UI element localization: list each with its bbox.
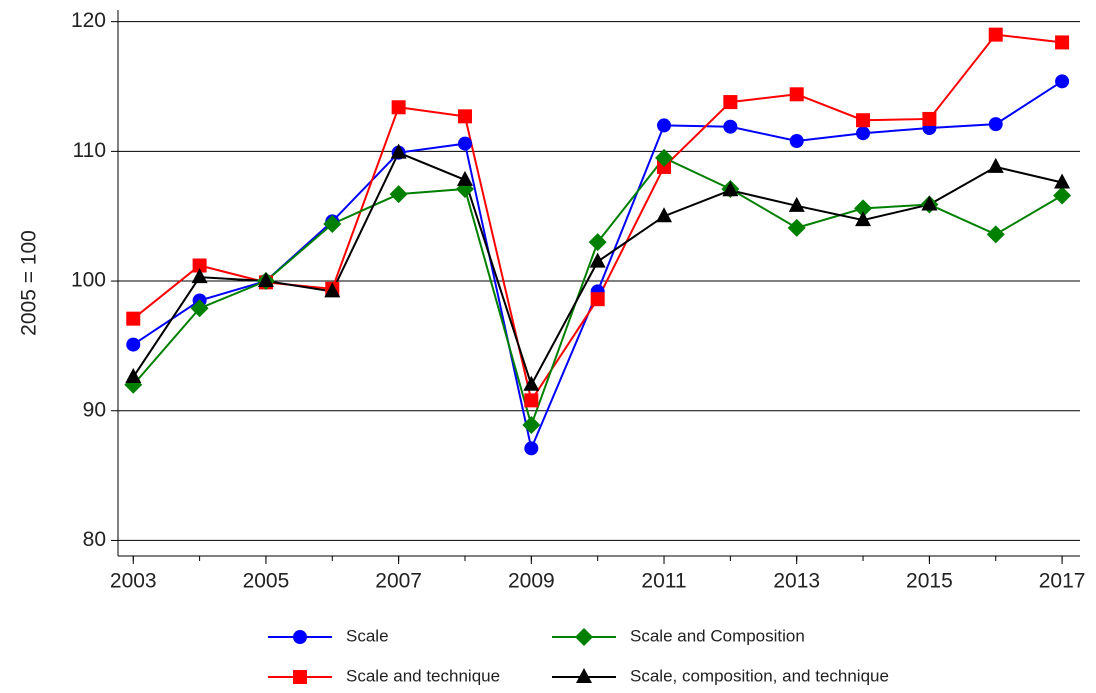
- data-point: [125, 368, 142, 384]
- data-point: [589, 252, 606, 268]
- series-line: [132, 33, 1063, 403]
- data-point: [524, 441, 539, 456]
- data-point: [921, 195, 938, 211]
- x-tick-label: 2005: [243, 570, 290, 593]
- data-point: [1053, 186, 1072, 205]
- legend-marker: [293, 670, 307, 684]
- y-tick-label: 110: [73, 139, 106, 162]
- x-tick-label: 2007: [375, 570, 422, 593]
- data-point: [457, 109, 472, 124]
- data-point: [522, 416, 541, 435]
- legend-item: Scale: [268, 626, 389, 645]
- data-point: [988, 27, 1003, 42]
- data-point: [722, 181, 739, 197]
- y-tick-label: 90: [83, 398, 106, 421]
- data-point: [987, 157, 1004, 173]
- data-point: [126, 311, 141, 326]
- x-tick-label: 2013: [773, 570, 820, 593]
- data-point: [988, 117, 1003, 132]
- legend-label: Scale: [346, 626, 389, 645]
- data-point: [855, 211, 872, 227]
- data-point: [789, 87, 804, 102]
- data-point: [389, 185, 408, 204]
- data-point: [856, 113, 871, 128]
- data-point: [1055, 35, 1070, 50]
- legend-label: Scale, composition, and technique: [630, 666, 889, 685]
- data-point: [590, 292, 605, 307]
- data-point: [789, 133, 804, 148]
- data-point: [787, 218, 806, 237]
- data-point: [192, 258, 207, 273]
- y-axis-label: 2005 = 100: [18, 230, 41, 336]
- data-point: [523, 375, 540, 391]
- series-line: [132, 151, 1063, 388]
- data-point: [788, 196, 805, 212]
- data-point: [723, 119, 738, 134]
- data-point: [390, 143, 407, 159]
- x-tick-label: 2017: [1039, 570, 1086, 593]
- x-tick-label: 2009: [508, 570, 555, 593]
- data-point: [324, 282, 341, 298]
- legend-item: Scale and technique: [268, 666, 500, 685]
- data-point: [657, 159, 672, 174]
- data-point: [1055, 74, 1070, 89]
- data-point: [588, 233, 607, 252]
- data-point: [655, 148, 674, 167]
- data-point: [191, 268, 208, 284]
- y-tick-label: 100: [71, 269, 106, 292]
- data-point: [723, 95, 738, 110]
- y-tick-label: 80: [83, 528, 106, 551]
- data-point: [190, 299, 209, 318]
- data-point: [323, 214, 342, 233]
- y-tick-label: 120: [71, 9, 106, 32]
- x-tick-label: 2003: [110, 570, 157, 593]
- legend-label: Scale and Composition: [630, 626, 805, 645]
- legend-label: Scale and technique: [346, 666, 500, 685]
- data-point: [986, 225, 1005, 244]
- data-point: [922, 111, 937, 126]
- data-point: [1054, 173, 1071, 189]
- data-point: [126, 337, 141, 352]
- data-point: [657, 118, 672, 133]
- legend-marker: [575, 628, 593, 646]
- x-tick-label: 2015: [906, 570, 953, 593]
- legend-item: Scale, composition, and technique: [552, 666, 889, 685]
- legend-marker: [293, 630, 307, 644]
- data-point: [656, 207, 673, 223]
- data-point: [524, 393, 539, 408]
- legend-item: Scale and Composition: [552, 626, 805, 646]
- data-point: [391, 100, 406, 115]
- data-point: [456, 170, 473, 186]
- x-tick-label: 2011: [641, 570, 686, 593]
- legend-marker: [576, 668, 592, 683]
- data-point: [856, 126, 871, 141]
- data-point: [854, 199, 873, 218]
- data-point: [257, 272, 274, 288]
- data-point: [457, 136, 472, 151]
